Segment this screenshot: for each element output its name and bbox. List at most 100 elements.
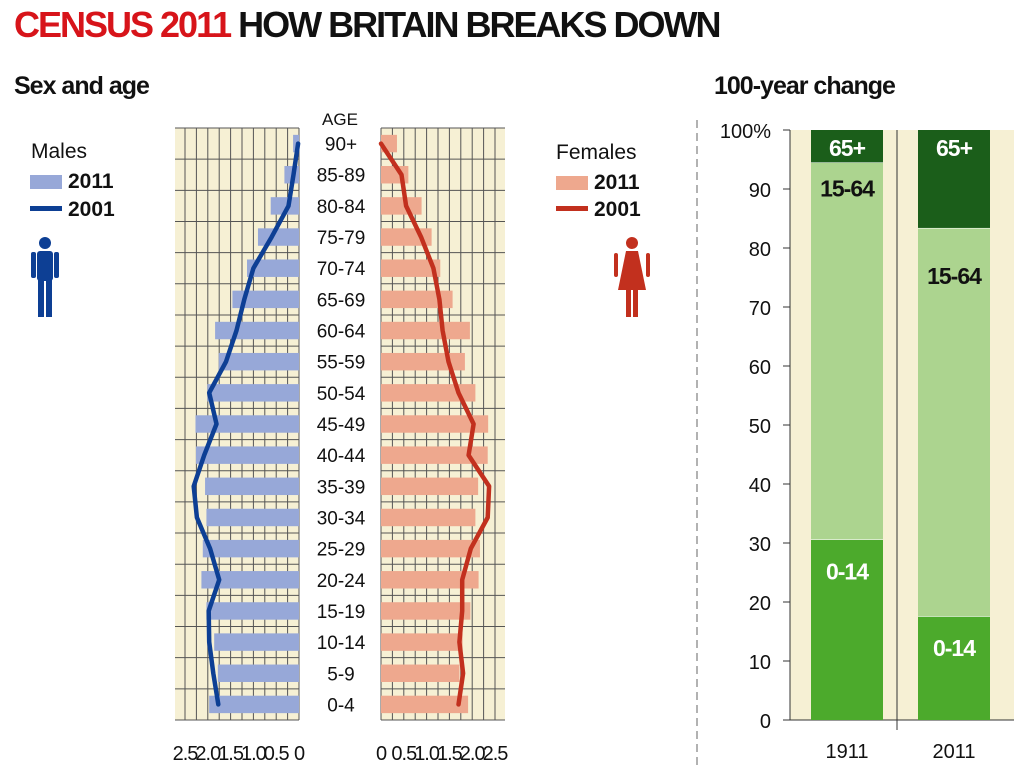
pyramid-subtitle: Sex and age <box>14 72 150 100</box>
male-2011-bar-55-59 <box>218 352 299 371</box>
change-y-tick: 90 <box>749 180 771 202</box>
males-legend-2001-label: 2001 <box>68 198 115 221</box>
male-icon <box>31 237 59 317</box>
change-y-tick: 80 <box>749 239 771 261</box>
female-2011-bar-0-4 <box>381 695 469 714</box>
male-x-tick: 1.0 <box>241 743 267 765</box>
age-label-25-29: 25-29 <box>317 540 366 561</box>
age-label-35-39: 35-39 <box>317 477 366 498</box>
change-y-tick: 10 <box>749 652 771 674</box>
age-label-45-49: 45-49 <box>317 415 366 436</box>
age-label-30-34: 30-34 <box>317 508 366 529</box>
female-2011-bar-80-84 <box>381 197 422 215</box>
female-2011-bar-20-24 <box>381 571 479 589</box>
change-y-tick: 50 <box>749 416 771 438</box>
male-2011-bar-70-74 <box>247 259 299 277</box>
male-icon-head <box>39 237 51 249</box>
males-legend-2011-swatch <box>30 175 62 189</box>
stack-label-15-64-2011: 15-64 <box>927 263 982 289</box>
male-2011-bar-40-44 <box>195 446 299 464</box>
stack-0-14-2011 <box>918 616 990 720</box>
stack-label-15-64-1911: 15-64 <box>820 175 875 201</box>
males-legend-2011-label: 2011 <box>68 170 114 193</box>
female-2011-bar-45-49 <box>381 415 489 433</box>
males-legend-2001-swatch <box>30 206 62 211</box>
title-breakdown: HOW BRITAIN BREAKS DOWN <box>238 4 721 45</box>
stack-label-65+-1911: 65+ <box>829 135 866 161</box>
age-label-50-54: 50-54 <box>317 384 366 405</box>
age-label-90+: 90+ <box>325 135 357 156</box>
age-label-75-79: 75-79 <box>317 228 366 249</box>
male-x-tick: 1.5 <box>218 743 244 765</box>
females-legend-2001-label: 2001 <box>594 198 641 221</box>
female-icon-arm-right <box>646 253 650 277</box>
male-2011-bar-75-79 <box>257 228 299 246</box>
stack-0-14-1911 <box>811 539 883 720</box>
females-legend-title: Females <box>556 141 637 164</box>
female-icon-leg-left <box>626 289 631 317</box>
male-2011-bar-65-69 <box>232 290 299 309</box>
male-icon-arm-left <box>31 252 36 278</box>
female-2011-bar-60-64 <box>381 321 470 340</box>
male-2011-bar-80-84 <box>270 197 299 215</box>
age-label-85-89: 85-89 <box>317 166 366 187</box>
male-2011-bar-0-4 <box>209 695 299 714</box>
males-legend-title: Males <box>31 140 87 163</box>
female-2001-line <box>378 141 492 707</box>
female-x-tick: 0 <box>376 743 387 765</box>
age-label-55-59: 55-59 <box>317 353 366 374</box>
male-icon-arm-right <box>54 252 59 278</box>
female-icon <box>614 237 650 317</box>
title-census: CENSUS 2011 <box>14 4 232 45</box>
change-subtitle: 100-year change <box>714 72 896 100</box>
female-2011-bar-55-59 <box>381 352 465 371</box>
male-x-tick: 2.5 <box>173 743 199 765</box>
stack-15-64-1911 <box>811 162 883 540</box>
age-label-60-64: 60-64 <box>317 322 366 343</box>
stack-65+-2011 <box>918 130 990 228</box>
age-label-15-19: 15-19 <box>317 602 366 623</box>
change-y-tick: 70 <box>749 298 771 320</box>
female-2011-bar-15-19 <box>381 602 471 620</box>
female-2011-bar-35-39 <box>381 477 479 496</box>
change-y-tick: 30 <box>749 534 771 556</box>
change-y-tick: 20 <box>749 593 771 615</box>
change-y-tick: 40 <box>749 475 771 497</box>
age-label-40-44: 40-44 <box>317 446 366 467</box>
change-y-tick: 60 <box>749 357 771 379</box>
female-2011-bar-30-34 <box>381 508 476 527</box>
male-x-tick: 0 <box>294 743 305 765</box>
male-icon-body <box>37 251 53 281</box>
females-legend-2001-swatch <box>556 206 588 211</box>
age-label-70-74: 70-74 <box>317 259 366 280</box>
female-2011-bar-25-29 <box>381 539 480 558</box>
male-2011-bar-45-49 <box>195 415 299 433</box>
male-2011-bar-15-19 <box>206 602 299 620</box>
male-2011-bar-35-39 <box>205 477 299 496</box>
female-x-tick: 2.5 <box>483 743 509 765</box>
male-x-tick: 0.5 <box>264 743 290 765</box>
female-icon-arm-left <box>614 253 618 277</box>
age-axis-title: AGE <box>322 110 358 129</box>
female-2011-bar-5-9 <box>381 664 460 682</box>
female-icon-leg-right <box>633 289 638 317</box>
females-legend-2011-swatch <box>556 176 588 190</box>
age-label-10-14: 10-14 <box>317 633 366 654</box>
female-x-tick: 2.0 <box>460 743 486 765</box>
male-2011-bar-30-34 <box>206 508 299 527</box>
age-label-20-24: 20-24 <box>317 571 366 592</box>
age-label-0-4: 0-4 <box>327 695 355 716</box>
male-2011-bar-10-14 <box>214 633 299 651</box>
male-x-tick: 2.0 <box>195 743 221 765</box>
age-label-65-69: 65-69 <box>317 290 366 311</box>
change-x-label-2011: 2011 <box>932 741 975 763</box>
male-2011-bar-25-29 <box>202 539 299 558</box>
male-2001-line <box>191 141 301 707</box>
stack-15-64-2011 <box>918 227 990 617</box>
change-y-tick: 100% <box>720 121 771 143</box>
female-2011-bar-40-44 <box>381 446 488 464</box>
male-icon-leg-right <box>46 280 52 317</box>
age-label-5-9: 5-9 <box>327 664 354 685</box>
female-x-tick: 1.0 <box>414 743 440 765</box>
